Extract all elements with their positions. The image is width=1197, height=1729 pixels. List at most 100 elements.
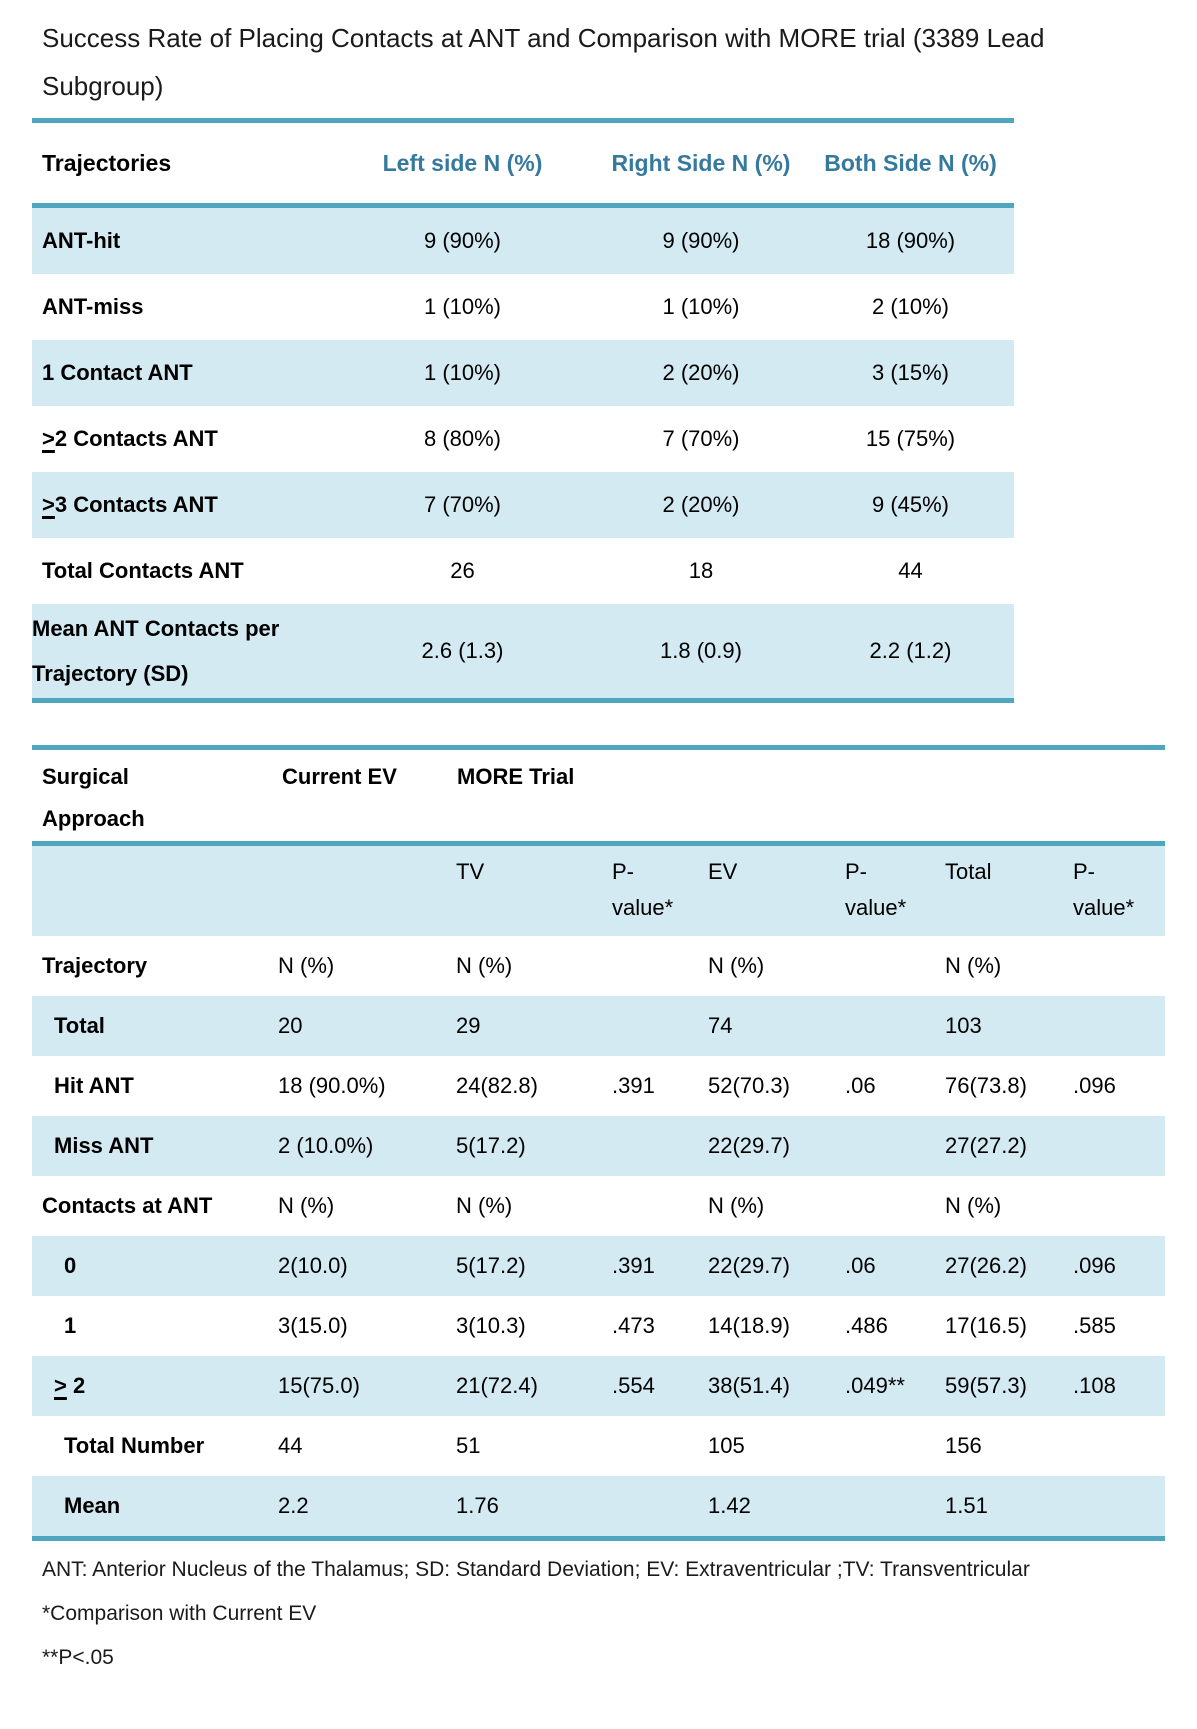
cell-right-side: 1.8 (0.9) bbox=[660, 638, 742, 663]
cell-left-side: 8 (80%) bbox=[423, 426, 502, 451]
row-label: Trajectory bbox=[42, 953, 148, 978]
cell-total: 103 bbox=[945, 1013, 982, 1038]
column-header-right-side: Right Side N (%) bbox=[595, 120, 807, 208]
column-header-ev: EV bbox=[708, 859, 738, 884]
row-label: Mean bbox=[64, 1493, 121, 1518]
row-label: 1 Contact ANT bbox=[42, 360, 193, 385]
cell-p-value-2 bbox=[845, 1476, 945, 1539]
cell-ev: 74 bbox=[708, 1013, 733, 1038]
cell-total: 27(27.2) bbox=[945, 1133, 1027, 1158]
greater-equal-sign: > bbox=[42, 492, 55, 517]
cell-p-value-2 bbox=[845, 996, 945, 1056]
cell-left-side: 26 bbox=[450, 558, 475, 583]
cell-p-value-1 bbox=[612, 1176, 708, 1236]
row-label: >3 Contacts ANT bbox=[42, 492, 218, 517]
column-header-trajectories: Trajectories bbox=[32, 120, 330, 208]
cell-p-value-1 bbox=[612, 996, 708, 1056]
cell-current-ev: N (%) bbox=[278, 953, 335, 978]
cell-total: N (%) bbox=[945, 1193, 1002, 1218]
row-ge2-contacts: > 2 15(75.0) 21(72.4) .554 38(51.4) .049… bbox=[32, 1356, 1166, 1416]
cell-both-side: 18 (90%) bbox=[865, 228, 956, 253]
cell-tv: 5(17.2) bbox=[456, 1253, 526, 1278]
cell-ev: 52(70.3) bbox=[708, 1073, 790, 1098]
row-label: Hit ANT bbox=[54, 1073, 134, 1098]
cell-p-value-2 bbox=[845, 1416, 945, 1476]
cell-p-value-3: .096 bbox=[1073, 1253, 1116, 1278]
cell-ev: 38(51.4) bbox=[708, 1373, 790, 1398]
greater-equal-sign: > bbox=[42, 426, 55, 451]
row-ant-hit: ANT-hit 9 (90%) 9 (90%) 18 (90%) bbox=[32, 205, 1014, 274]
cell-p-value-3 bbox=[1073, 1416, 1165, 1476]
cell-both-side: 15 (75%) bbox=[865, 426, 956, 451]
page-title: Success Rate of Placing Contacts at ANT … bbox=[42, 23, 1045, 101]
row-1-contact: 1 3(15.0) 3(10.3) .473 14(18.9) .486 17(… bbox=[32, 1296, 1165, 1356]
cell-p-value-3 bbox=[1073, 1476, 1165, 1539]
cell-ev: 14(18.9) bbox=[708, 1313, 790, 1338]
cell-tv: 3(10.3) bbox=[456, 1313, 526, 1338]
cell-total: 59(57.3) bbox=[945, 1373, 1027, 1398]
cell-ev: 22(29.7) bbox=[708, 1133, 790, 1158]
cell-left-side: 1 (10%) bbox=[423, 294, 502, 319]
cell-p-value-3 bbox=[1073, 1116, 1165, 1176]
cell-current-ev: 44 bbox=[278, 1433, 303, 1458]
cell-ev: 22(29.7) bbox=[708, 1253, 790, 1278]
cell-right-side: 9 (90%) bbox=[662, 228, 740, 253]
column-header-p-value-2: P- value* bbox=[845, 859, 907, 920]
trajectories-header-row: Trajectories Left side N (%) Right Side … bbox=[32, 120, 1014, 208]
cell-current-ev: 20 bbox=[278, 1013, 303, 1038]
cell-both-side: 3 (15%) bbox=[871, 360, 950, 385]
row-label: Miss ANT bbox=[54, 1133, 154, 1158]
cell-ev: 1.42 bbox=[708, 1493, 751, 1518]
cell-left-side: 9 (90%) bbox=[423, 228, 502, 253]
greater-equal-sign: > bbox=[54, 1373, 67, 1398]
cell-p-value-1: .391 bbox=[612, 1073, 655, 1098]
cell-tv: 5(17.2) bbox=[456, 1133, 526, 1158]
cell-current-ev: 15(75.0) bbox=[278, 1373, 360, 1398]
row-trajectory: Trajectory N (%) N (%) N (%) N (%) bbox=[32, 936, 1165, 996]
cell-total: 27(26.2) bbox=[945, 1253, 1027, 1278]
row-ant-miss: ANT-miss 1 (10%) 1 (10%) 2 (10%) bbox=[32, 274, 1014, 340]
row-label: ANT-miss bbox=[42, 294, 144, 319]
row-miss-ant: Miss ANT 2 (10.0%) 5(17.2) 22(29.7) 27(2… bbox=[32, 1116, 1166, 1176]
cell-p-value-3 bbox=[1073, 996, 1165, 1056]
row-contacts-at-ant: Contacts at ANT N (%) N (%) N (%) N (%) bbox=[32, 1176, 1165, 1236]
row-ge2-contacts-ant: >2 Contacts ANT 8 (80%) 7 (70%) 15 (75%) bbox=[32, 406, 1014, 472]
cell-current-ev: 2.2 bbox=[278, 1493, 309, 1518]
cell-both-side: 2 (10%) bbox=[871, 294, 950, 319]
cell-p-value-1 bbox=[612, 1416, 708, 1476]
cell-left-side: 7 (70%) bbox=[423, 492, 502, 517]
cell-p-value-3: .096 bbox=[1073, 1073, 1116, 1098]
cell-p-value-1: .391 bbox=[612, 1253, 655, 1278]
cell-right-side: 1 (10%) bbox=[662, 294, 740, 319]
surgical-approach-table: Surgical Approach Current EV MORE Trial … bbox=[32, 745, 1166, 1541]
row-mean: Mean 2.2 1.76 1.42 1.51 bbox=[32, 1476, 1166, 1539]
subheader-blank bbox=[278, 844, 456, 937]
row-label: Total bbox=[54, 1013, 105, 1038]
row-ge3-contacts-ant: >3 Contacts ANT 7 (70%) 2 (20%) 9 (45%) bbox=[32, 472, 1014, 538]
row-total-number: Total Number 44 51 105 156 bbox=[32, 1416, 1165, 1476]
cell-right-side: 2 (20%) bbox=[662, 492, 740, 517]
row-label: 1 bbox=[64, 1313, 77, 1338]
cell-left-side: 1 (10%) bbox=[423, 360, 502, 385]
footnote-significance: **P<.05 bbox=[42, 1646, 114, 1669]
column-header-both-side: Both Side N (%) bbox=[807, 120, 1014, 208]
cell-current-ev: 2(10.0) bbox=[278, 1253, 348, 1278]
cell-current-ev: 3(15.0) bbox=[278, 1313, 348, 1338]
row-label: Mean ANT Contacts per Trajectory (SD) bbox=[32, 616, 280, 686]
row-mean-ant-contacts: Mean ANT Contacts per Trajectory (SD) 2.… bbox=[32, 604, 1014, 701]
cell-ev: N (%) bbox=[708, 1193, 765, 1218]
row-0-contacts: 0 2(10.0) 5(17.2) .391 22(29.7) .06 27(2… bbox=[32, 1236, 1166, 1296]
cell-p-value-3: .585 bbox=[1073, 1313, 1116, 1338]
cell-p-value-2 bbox=[845, 1176, 945, 1236]
cell-p-value-3 bbox=[1073, 1176, 1165, 1236]
cell-left-side: 2.6 (1.3) bbox=[421, 638, 504, 663]
cell-tv: 51 bbox=[456, 1433, 481, 1458]
cell-total: 156 bbox=[945, 1433, 982, 1458]
column-header-surgical-approach: Surgical Approach bbox=[32, 747, 278, 846]
cell-current-ev: N (%) bbox=[278, 1193, 335, 1218]
cell-total: 1.51 bbox=[945, 1493, 988, 1518]
cell-p-value-1 bbox=[612, 1116, 708, 1176]
footnote-abbreviations: ANT: Anterior Nucleus of the Thalamus; S… bbox=[42, 1558, 1030, 1581]
cell-p-value-3: .108 bbox=[1073, 1373, 1116, 1398]
cell-total: 76(73.8) bbox=[945, 1073, 1027, 1098]
